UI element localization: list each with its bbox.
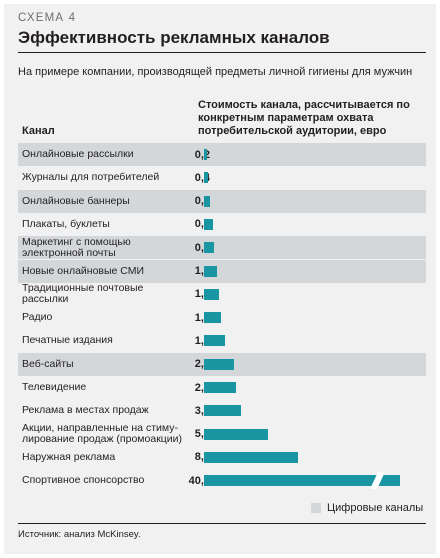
bar-row: Акции, направленные на стиму- лирование … — [18, 423, 426, 446]
bar — [204, 149, 207, 160]
category-label: Журналы для потребителей — [22, 171, 160, 184]
bar — [204, 172, 209, 184]
bar-row: Реклама в местах продаж 3,3 — [18, 399, 426, 422]
bar-row: Онлайновые рассылки 0,2 — [18, 143, 426, 166]
bar-row: Наружная реклама 8,4 — [18, 446, 426, 469]
title-divider — [18, 52, 426, 53]
bar — [204, 382, 237, 393]
category-label: Акции, направленные на стиму- лирование … — [22, 422, 183, 446]
category-label: Маркетинг с помощью электронной почты — [22, 235, 131, 259]
legend-label-digital: Цифровые каналы — [327, 502, 424, 514]
source-note: Источник: анализ McKinsey. — [18, 529, 141, 540]
bar — [204, 335, 226, 347]
bar-row: Традиционные почтовые рассылки 1,3 — [18, 283, 426, 306]
category-label: Спортивное спонсорство — [22, 474, 145, 487]
category-label: Наружная реклама — [22, 450, 116, 463]
bar-row: Печатные издания 1,9 — [18, 329, 426, 352]
bar — [204, 218, 213, 230]
category-label: Радио — [22, 311, 53, 324]
category-label: Онлайновые баннеры — [22, 194, 130, 207]
legend-swatch-digital — [311, 503, 321, 513]
column-header-channel: Канал — [22, 125, 55, 137]
category-label: Печатные издания — [22, 334, 113, 347]
bar-row: Телевидение 2,9 — [18, 376, 426, 399]
bar-row: Новые онлайновые СМИ 1,2 — [18, 259, 426, 283]
bar — [204, 288, 219, 300]
bar — [204, 195, 210, 207]
category-label: Онлайновые рассылки — [22, 148, 134, 160]
column-header-cost: Стоимость канала, рассчитывается по конк… — [198, 99, 410, 137]
bar-row: Онлайновые баннеры 0,5 — [18, 189, 426, 213]
bar — [204, 312, 221, 324]
bar — [204, 475, 400, 487]
category-label: Традиционные почтовые рассылки — [22, 282, 144, 306]
bar-row: Радио 1,5 — [18, 306, 426, 329]
bar — [204, 242, 215, 254]
scheme-label: СХЕМА 4 — [18, 12, 77, 24]
legend: Цифровые каналы — [311, 501, 423, 515]
category-label: Веб-сайты — [22, 357, 74, 370]
bar-row: Веб-сайты 2,7 — [18, 352, 426, 376]
chart-subtitle: На примере компании, производящей предме… — [18, 66, 413, 78]
bar-row: Маркетинг с помощью электронной почты 0,9 — [18, 235, 426, 260]
chart-panel: СХЕМА 4 Эффективность рекламных каналов … — [4, 4, 436, 554]
bar — [204, 451, 299, 463]
bar — [204, 358, 235, 370]
footer-divider — [18, 523, 426, 524]
category-label: Новые онлайновые СМИ — [22, 264, 145, 277]
bar-row: Плакаты, буклеты 0,8 — [18, 213, 426, 236]
bar — [204, 405, 241, 417]
category-label: Телевидение — [22, 381, 87, 393]
bar — [204, 265, 218, 277]
bar — [204, 428, 268, 440]
bar-row: Спортивное спонсорство 40,7 — [18, 469, 426, 492]
chart-title: Эффективность рекламных каналов — [18, 28, 330, 47]
bar-row: Журналы для потребителей 0,4 — [18, 166, 426, 189]
category-label: Реклама в местах продаж — [22, 404, 149, 417]
category-label: Плакаты, буклеты — [22, 217, 110, 230]
